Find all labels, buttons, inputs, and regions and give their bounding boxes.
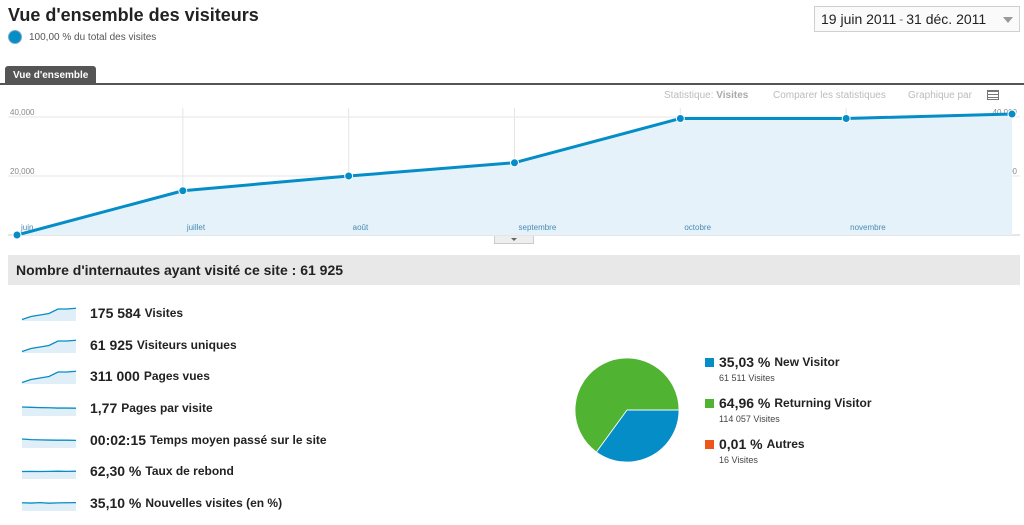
x-tick-label: juin <box>20 223 33 232</box>
metric-value: 35,10 % <box>90 494 142 511</box>
metric-row[interactable]: 61 925 Visiteurs uniques <box>20 329 327 361</box>
sparkline <box>21 370 77 385</box>
tab-bar: Vue d'ensemble <box>0 66 1024 85</box>
segment-pie-icon <box>8 30 22 44</box>
legend-name: New Visitor <box>774 355 840 369</box>
unique-visitors-summary: Nombre d'internautes ayant visité ce sit… <box>8 255 1020 285</box>
chart-data-point[interactable] <box>344 171 354 181</box>
chart-data-point[interactable] <box>1007 109 1017 119</box>
summary-value: 61 925 <box>300 262 344 278</box>
x-tick-label: septembre <box>519 223 557 232</box>
sparkline-fill <box>22 339 76 353</box>
sparkline-line <box>21 437 77 441</box>
metric-value: 175 584 <box>90 304 141 321</box>
sparkline <box>21 470 77 480</box>
metric-row[interactable]: 62,30 % Taux de rebond <box>20 455 327 487</box>
legend-swatch <box>705 439 714 449</box>
legend-item[interactable]: 64,96 % Returning Visitor 114 057 Visites <box>705 395 872 436</box>
metric-row[interactable]: 35,10 % Nouvelles visites (en %) <box>20 487 327 519</box>
compare-metrics-button[interactable]: Comparer les statistiques <box>773 90 886 101</box>
date-range-picker[interactable]: 19 juin 2011 - 31 déc. 2011 <box>814 6 1020 32</box>
chevron-down-icon <box>1003 17 1013 23</box>
sparkline-fill <box>22 406 76 416</box>
pie-slice[interactable] <box>595 409 680 463</box>
metric-label[interactable]: Nouvelles visites (en %) <box>145 495 283 510</box>
metric-label[interactable]: Taux de rebond <box>145 464 234 479</box>
sparkline-fill <box>22 502 76 511</box>
sparkline <box>21 501 77 511</box>
metric-row[interactable]: 175 584 Visites <box>20 297 327 329</box>
visitor-type-legend: 35,03 % New Visitor 61 511 Visites 64,96 % R… <box>705 354 872 477</box>
metric-value: 61 925 <box>90 336 133 353</box>
pie-slice[interactable] <box>574 357 680 453</box>
sparkline <box>21 307 77 321</box>
legend-percent: 64,96 % <box>719 395 771 411</box>
chart-options-icon[interactable] <box>987 90 999 100</box>
sparkline <box>21 437 77 448</box>
chart-expand-toggle[interactable] <box>494 236 534 244</box>
date-range-start: 19 juin 2011 <box>821 11 897 27</box>
chart-data-point[interactable] <box>675 113 685 123</box>
metric-selector[interactable]: Statistique: Visites <box>664 90 749 101</box>
y-tick-label-left: 40,000 <box>10 108 35 117</box>
metric-row[interactable]: 311 000 Pages vues <box>20 360 327 392</box>
chart-data-point[interactable] <box>12 230 22 240</box>
segment-summary: 100,00 % du total des visites <box>8 30 156 44</box>
legend-item[interactable]: 0,01 % Autres 16 Visites <box>705 436 872 477</box>
legend-visits: 16 Visites <box>719 455 758 465</box>
sparkline-line <box>21 339 77 352</box>
sparkline-line <box>21 307 77 320</box>
metric-value: 1,77 <box>90 399 118 416</box>
sparkline <box>21 406 77 416</box>
metric-label[interactable]: Pages par visite <box>121 400 213 415</box>
chart-data-point[interactable] <box>841 113 851 123</box>
legend-name: Autres <box>766 437 805 451</box>
metric-list: 175 584 Visites 61 925 Visiteurs uniques 311… <box>20 297 327 519</box>
visits-line-chart: 20,00020,00040,00040,000juinjuilletaoûts… <box>8 108 1020 240</box>
x-tick-label: juillet <box>186 223 206 232</box>
chart-data-point[interactable] <box>510 158 519 168</box>
metric-label[interactable]: Visites <box>144 305 184 320</box>
segment-summary-text: 100,00 % du total des visites <box>29 31 157 43</box>
x-tick-label: octobre <box>684 223 711 232</box>
visitor-type-pie-chart <box>574 357 680 463</box>
sparkline-fill <box>22 438 76 448</box>
sparkline-line <box>21 406 77 409</box>
metric-label[interactable]: Visiteurs uniques <box>136 337 237 352</box>
metric-value: 311 000 <box>90 368 140 385</box>
y-tick-label-right: 40,000 <box>993 108 1018 117</box>
chart-area-fill <box>17 114 1012 235</box>
summary-label: Nombre d'internautes ayant visité ce sit… <box>16 262 297 278</box>
tab-overview[interactable]: Vue d'ensemble <box>5 66 97 85</box>
sparkline-line <box>21 501 77 504</box>
metric-row[interactable]: 1,77 Pages par visite <box>20 392 327 424</box>
legend-name: Returning Visitor <box>774 396 872 410</box>
sparkline <box>21 339 77 353</box>
date-range-separator: - <box>899 12 904 26</box>
page-title: Vue d'ensemble des visiteurs <box>8 5 259 25</box>
legend-visits: 114 057 Visites <box>719 414 780 424</box>
metric-label[interactable]: Pages vues <box>143 369 210 384</box>
metric-value: 00:02:15 <box>90 431 147 448</box>
sparkline-line <box>21 370 77 384</box>
metric-label[interactable]: Temps moyen passé sur le site <box>150 432 327 447</box>
date-range-end: 31 déc. 2011 <box>906 11 987 27</box>
sparkline-fill <box>22 371 76 385</box>
metric-row[interactable]: 00:02:15 Temps moyen passé sur le site <box>20 424 327 456</box>
graph-by-button[interactable]: Graphique par <box>908 90 972 101</box>
chart-controls: Statistique: Visites Comparer les statis… <box>0 90 1024 104</box>
legend-percent: 0,01 % <box>719 436 763 452</box>
metric-value: 62,30 % <box>90 463 142 480</box>
x-tick-label: août <box>353 223 369 232</box>
legend-visits: 61 511 Visites <box>719 373 775 383</box>
chart-data-point[interactable] <box>178 186 188 196</box>
legend-swatch <box>705 398 714 408</box>
sparkline-fill <box>22 308 76 321</box>
y-tick-label-left: 20,000 <box>10 167 35 176</box>
sparkline-fill <box>22 471 76 480</box>
legend-swatch <box>705 357 714 367</box>
legend-item[interactable]: 35,03 % New Visitor 61 511 Visites <box>705 354 872 395</box>
legend-percent: 35,03 % <box>719 354 771 370</box>
x-tick-label: novembre <box>850 223 886 232</box>
